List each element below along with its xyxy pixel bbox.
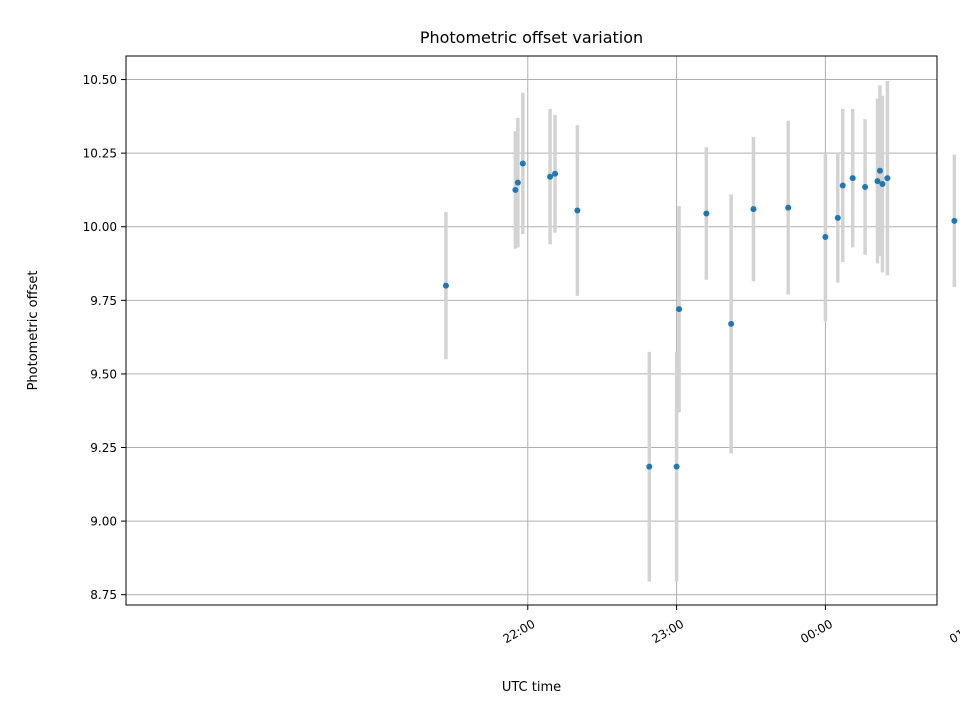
data-point <box>512 186 519 193</box>
data-point <box>876 167 883 174</box>
y-tick-label: 9.00 <box>90 515 117 529</box>
data-point <box>785 204 792 211</box>
x-axis-label: UTC time <box>502 680 561 695</box>
data-point <box>874 178 881 185</box>
data-point <box>552 170 559 177</box>
data-point <box>703 210 710 217</box>
y-tick-label: 8.75 <box>90 588 117 602</box>
data-point <box>514 179 521 186</box>
data-point <box>728 320 735 327</box>
data-point <box>834 214 841 221</box>
y-tick-label: 9.25 <box>90 441 117 455</box>
plot-frame <box>125 55 938 606</box>
y-tick-label: 9.50 <box>90 367 117 381</box>
data-point <box>879 181 886 188</box>
data-point <box>676 306 683 313</box>
chart-title: Photometric offset variation <box>420 28 643 47</box>
y-tick-label: 9.75 <box>90 294 117 308</box>
y-tick-label: 10.50 <box>83 73 117 87</box>
data-point <box>673 463 680 470</box>
data-point <box>951 217 958 224</box>
data-point <box>884 175 891 182</box>
data-point <box>822 234 829 241</box>
data-point <box>442 282 449 289</box>
data-point <box>862 183 869 190</box>
data-point <box>519 160 526 167</box>
y-tick-label: 10.25 <box>83 147 117 161</box>
y-axis-label: Photometric offset <box>26 271 41 391</box>
data-point <box>547 173 554 180</box>
grid <box>126 56 937 605</box>
data-point <box>750 206 757 213</box>
y-tick-label: 10.00 <box>83 220 117 234</box>
data-point <box>574 207 581 214</box>
data-points <box>442 160 958 470</box>
data-point <box>646 463 653 470</box>
data-point <box>839 182 846 189</box>
data-point <box>849 175 856 182</box>
